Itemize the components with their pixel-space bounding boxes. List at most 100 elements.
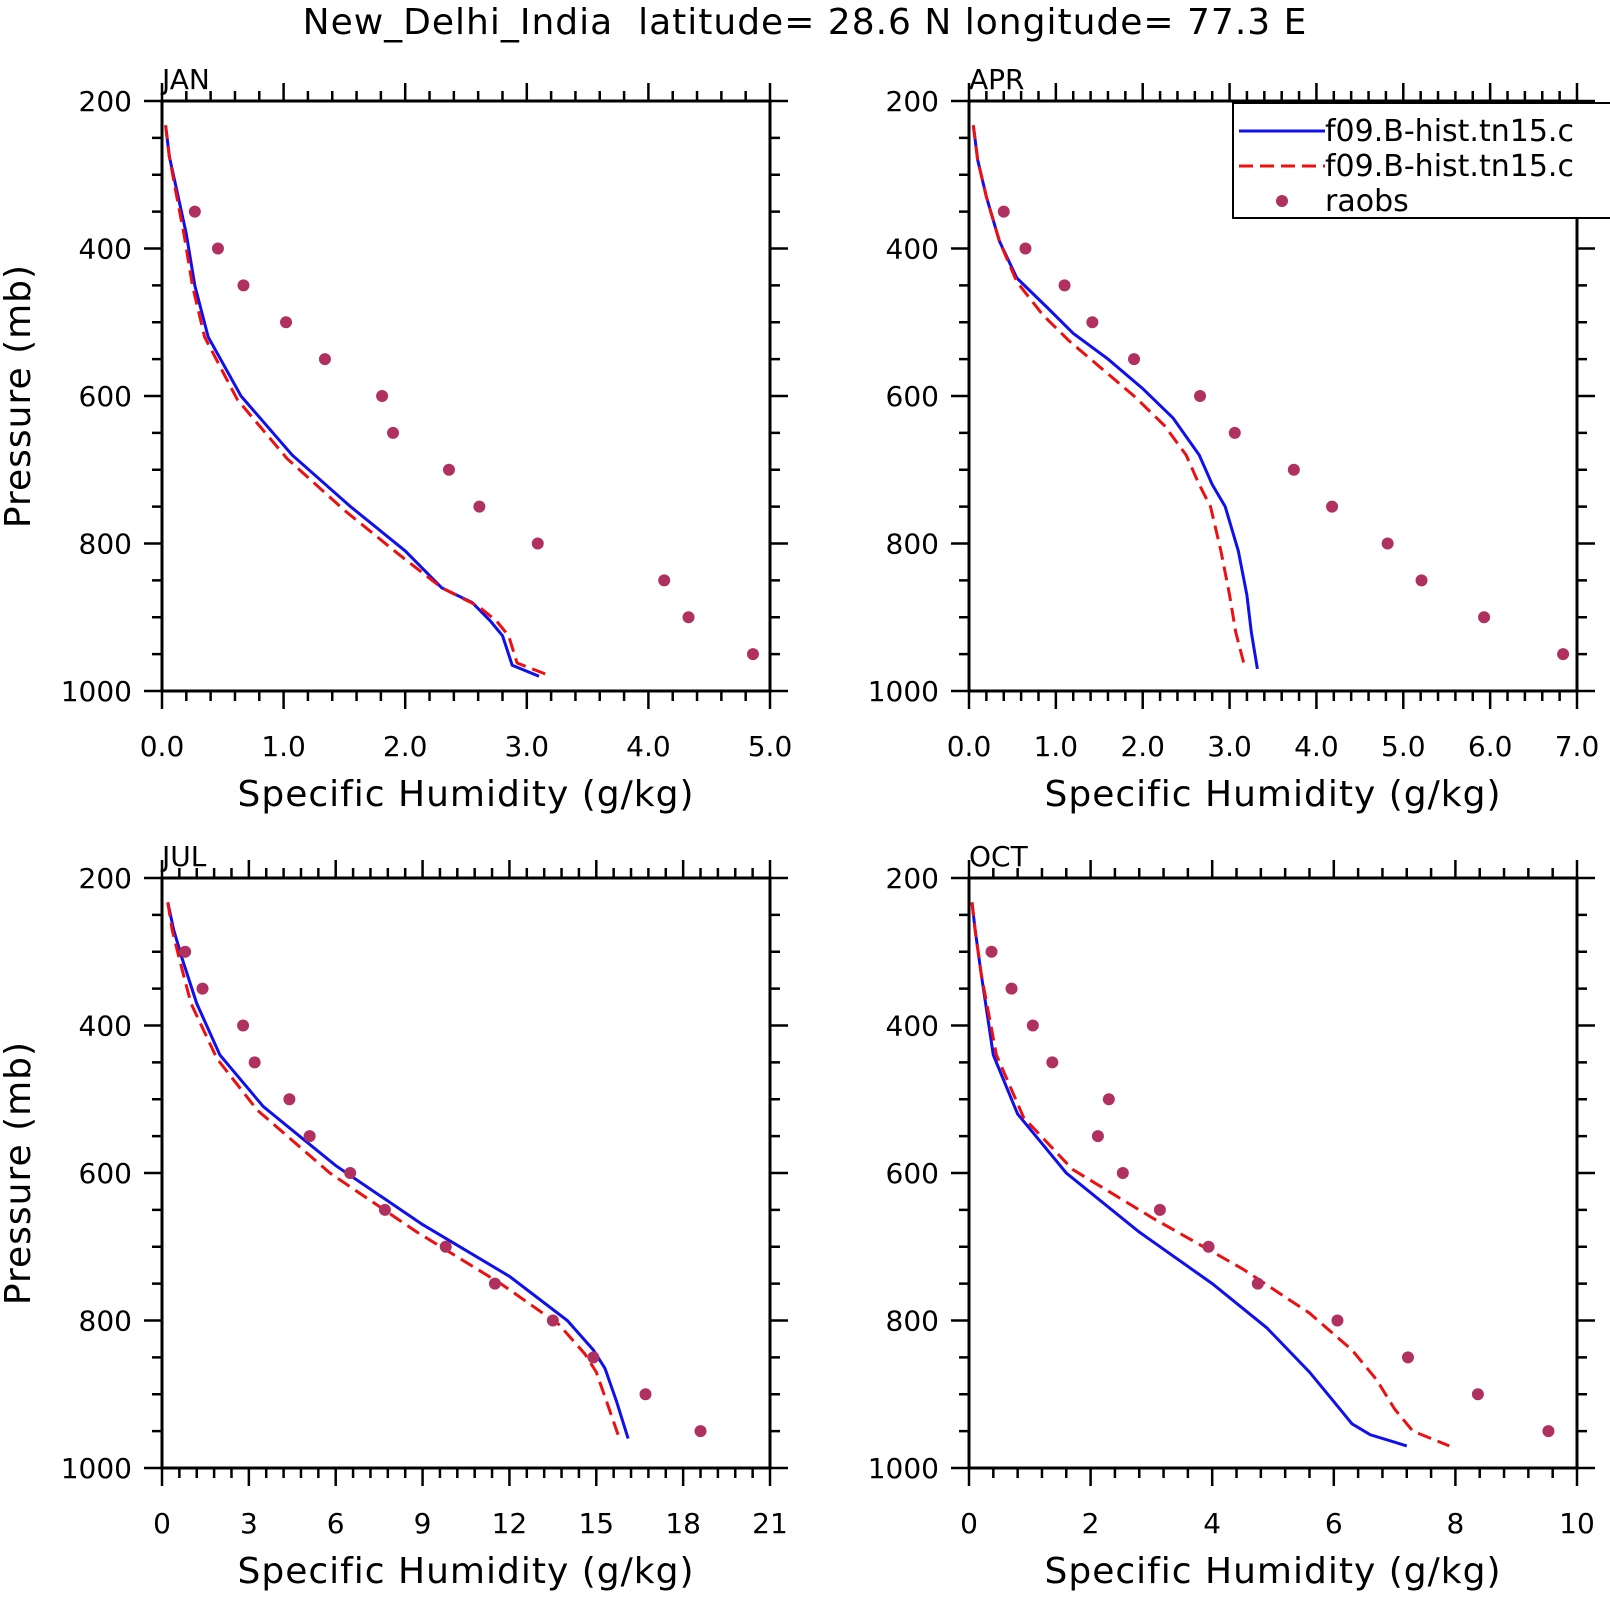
raobs-point bbox=[1019, 242, 1032, 255]
raobs-point bbox=[1331, 1314, 1344, 1327]
raobs-point bbox=[1128, 353, 1141, 366]
x-tick-label: 15 bbox=[578, 1507, 614, 1540]
panel-title: JUL bbox=[160, 840, 207, 873]
y-axis-label: Pressure (mb) bbox=[0, 1041, 39, 1305]
x-tick-label: 1.0 bbox=[1034, 730, 1079, 763]
raobs-point bbox=[1251, 1277, 1264, 1290]
raobs-point bbox=[1228, 426, 1241, 439]
raobs-point bbox=[283, 1093, 296, 1106]
y-tick-label: 600 bbox=[886, 1157, 939, 1190]
raobs-point bbox=[1401, 1351, 1414, 1364]
y-tick-label: 800 bbox=[79, 1305, 132, 1338]
y-tick-label: 200 bbox=[886, 85, 939, 118]
panel-jul: JUL 200 400 600 800 1000 0 3 6 9 12 15 18 21 Specific … bbox=[0, 840, 788, 1592]
raobs-point bbox=[237, 279, 250, 292]
raobs-point bbox=[318, 353, 331, 366]
y-tick-label: 1000 bbox=[61, 1452, 132, 1485]
x-axis-label: Specific Humidity (g/kg) bbox=[1044, 1551, 1501, 1592]
plot-frame bbox=[967, 876, 1579, 1470]
x-tick-label: 3.0 bbox=[1207, 730, 1252, 763]
panel-oct: OCT 200 400 600 800 1000 0 2 4 6 8 10 Specific Humid… bbox=[868, 840, 1595, 1592]
raobs-point bbox=[387, 426, 400, 439]
x-axis-label: Specific Humidity (g/kg) bbox=[237, 774, 694, 815]
raobs-point bbox=[376, 390, 389, 402]
x-tick-label: 8 bbox=[1446, 1507, 1464, 1540]
raobs-point bbox=[1046, 1056, 1059, 1069]
raobs-point bbox=[1381, 537, 1394, 550]
raobs-point bbox=[248, 1056, 261, 1069]
y-tick-label: 800 bbox=[886, 1305, 939, 1338]
y-tick-label: 800 bbox=[79, 528, 132, 561]
y-tick-label: 200 bbox=[79, 862, 132, 895]
raobs-point bbox=[1557, 648, 1570, 661]
y-tick-label: 1000 bbox=[61, 675, 132, 708]
raobs-point bbox=[439, 1240, 452, 1253]
y-tick-label: 400 bbox=[79, 233, 132, 266]
raobs-point bbox=[1153, 1203, 1166, 1216]
raobs-point bbox=[1194, 390, 1207, 402]
raobs-point bbox=[531, 537, 544, 550]
raobs-point bbox=[1478, 611, 1491, 624]
y-tick-label: 600 bbox=[79, 380, 132, 413]
y-tick-label: 400 bbox=[79, 1010, 132, 1043]
y-tick-label: 400 bbox=[886, 1010, 939, 1043]
x-tick-label: 4.0 bbox=[626, 730, 671, 763]
panel-title: OCT bbox=[969, 840, 1029, 873]
raobs-point bbox=[188, 205, 201, 218]
x-tick-label: 1.0 bbox=[261, 730, 306, 763]
raobs-point bbox=[237, 1019, 250, 1032]
raobs-point bbox=[280, 316, 293, 329]
raobs-point bbox=[1326, 500, 1339, 513]
y-tick-label: 800 bbox=[886, 528, 939, 561]
raobs-point bbox=[997, 205, 1010, 218]
x-tick-label: 2.0 bbox=[383, 730, 428, 763]
y-tick-label: 400 bbox=[886, 233, 939, 266]
raobs-point bbox=[1026, 1019, 1039, 1032]
x-tick-label: 10 bbox=[1559, 1507, 1595, 1540]
figure-title: New_Delhi_India latitude= 28.6 N longitu… bbox=[302, 2, 1308, 43]
x-tick-label: 6 bbox=[327, 1507, 345, 1540]
legend-box bbox=[1232, 102, 1610, 219]
legend-label: f09.B-hist.tn15.c bbox=[1325, 149, 1574, 184]
raobs-point bbox=[1202, 1240, 1215, 1253]
model-line-dashed bbox=[166, 902, 621, 1439]
raobs-point bbox=[442, 463, 455, 476]
model-line-dashed bbox=[164, 125, 549, 677]
x-tick-label: 9 bbox=[414, 1507, 432, 1540]
raobs-point bbox=[211, 242, 224, 255]
model-line-solid bbox=[971, 125, 1259, 670]
x-tick-label: 3.0 bbox=[505, 730, 550, 763]
raobs-point bbox=[587, 1351, 600, 1364]
x-tick-label: 2 bbox=[1082, 1507, 1100, 1540]
raobs-point bbox=[1086, 316, 1099, 329]
y-tick-label: 600 bbox=[79, 1157, 132, 1190]
raobs-point bbox=[179, 945, 192, 958]
x-tick-label: 0.0 bbox=[947, 730, 992, 763]
panel-title: JAN bbox=[160, 63, 210, 96]
y-tick-label: 600 bbox=[886, 380, 939, 413]
x-tick-label: 4.0 bbox=[1294, 730, 1339, 763]
raobs-point bbox=[344, 1167, 357, 1179]
raobs-point bbox=[682, 611, 695, 624]
model-line-solid bbox=[970, 902, 1408, 1448]
model-line-solid bbox=[166, 901, 630, 1439]
raobs-point bbox=[196, 982, 209, 995]
x-axis-label: Specific Humidity (g/kg) bbox=[237, 1551, 694, 1592]
raobs-point bbox=[1102, 1093, 1115, 1106]
x-tick-label: 5.0 bbox=[1381, 730, 1426, 763]
model-line-dashed bbox=[971, 125, 1246, 666]
legend-label: f09.B-hist.tn15.c bbox=[1325, 114, 1574, 149]
raobs-point bbox=[1287, 463, 1300, 476]
x-tick-label: 3 bbox=[240, 1507, 258, 1540]
x-tick-label: 21 bbox=[752, 1507, 788, 1540]
x-tick-label: 0.0 bbox=[140, 730, 185, 763]
raobs-point bbox=[658, 574, 671, 587]
raobs-point bbox=[378, 1203, 391, 1216]
legend-marker bbox=[1276, 195, 1288, 207]
raobs-point bbox=[1058, 279, 1071, 292]
raobs-point bbox=[694, 1425, 707, 1438]
